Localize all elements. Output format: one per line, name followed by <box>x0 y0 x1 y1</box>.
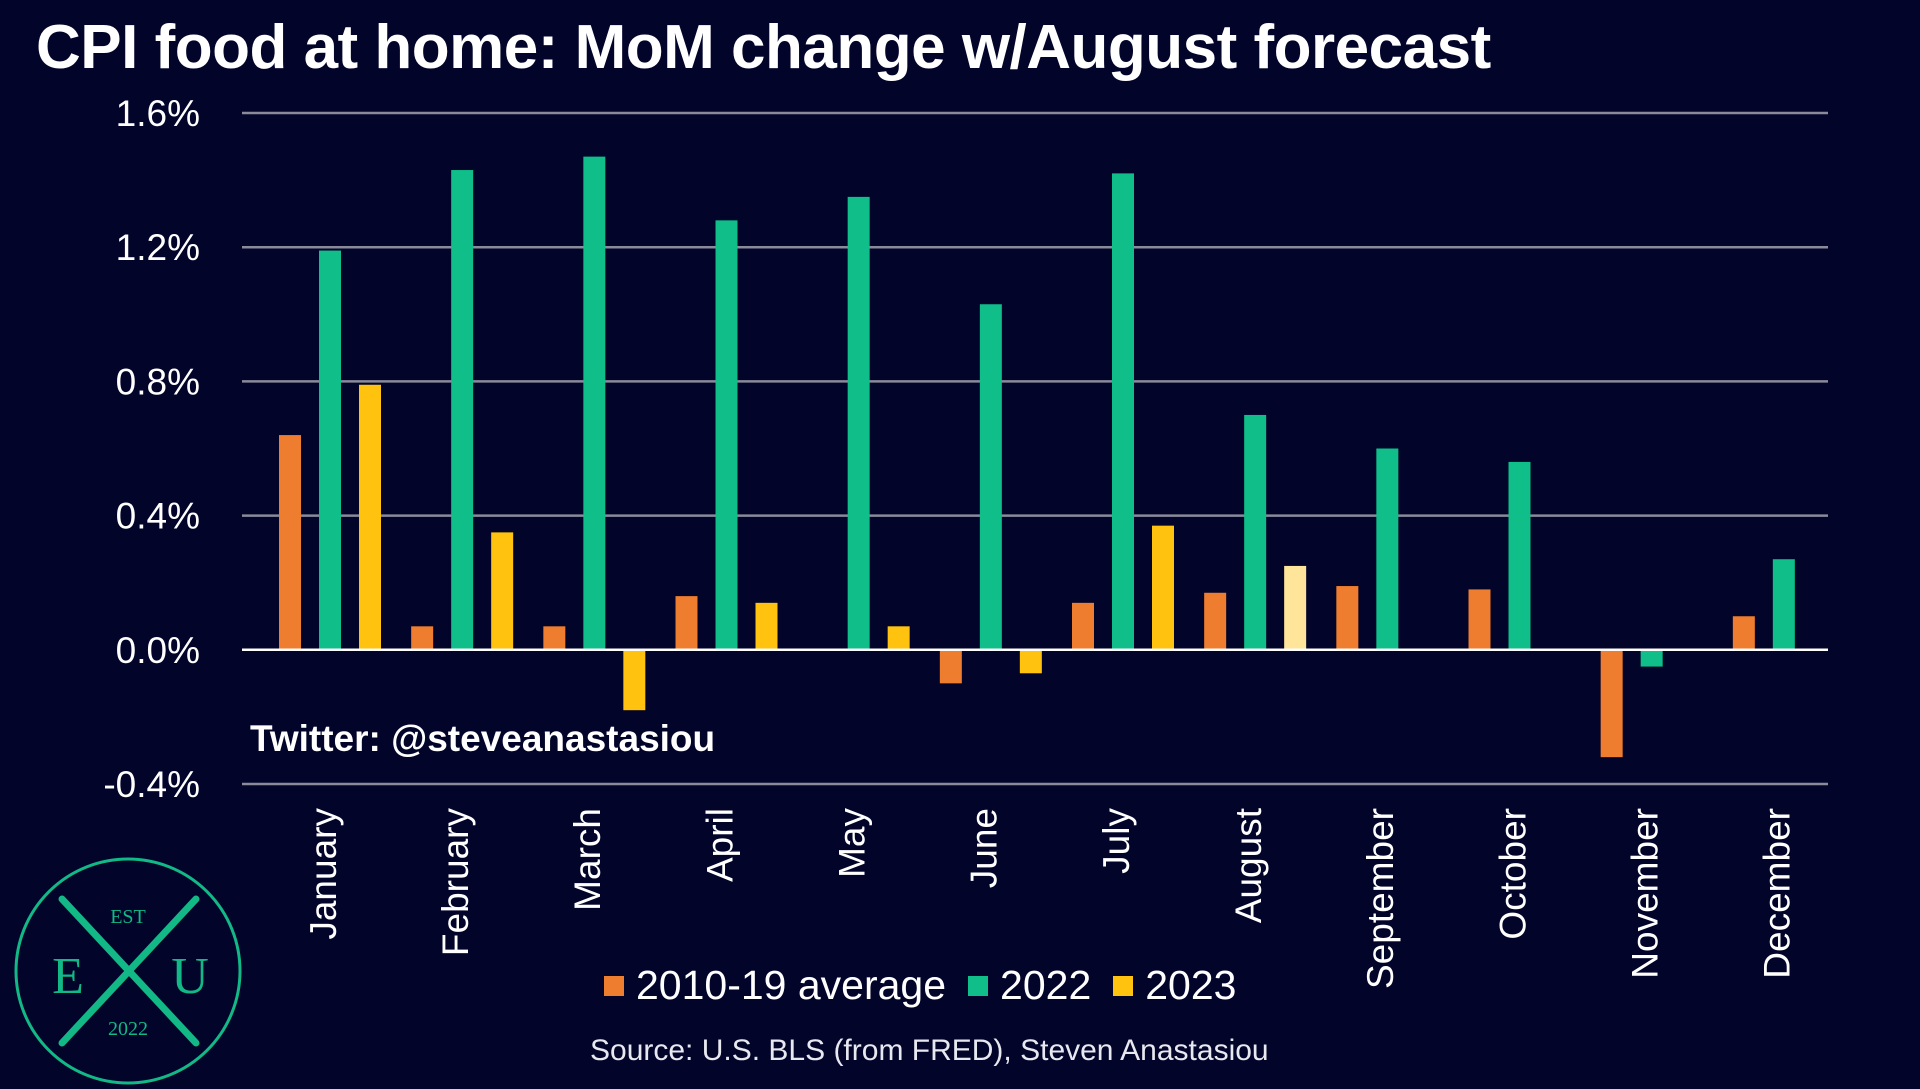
y-axis-ticks: 1.6% 1.2% 0.8% 0.4% 0.0% -0.4% <box>103 93 200 805</box>
twitter-watermark: Twitter: @steveanastasiou <box>250 718 716 759</box>
exu-logo: EST E U 2022 <box>14 857 242 1085</box>
y-tick-label: 1.6% <box>116 93 200 134</box>
bar-august-series-0 <box>1204 592 1227 650</box>
x-category-label: August <box>1228 807 1269 923</box>
source-note: Source: U.S. BLS (from FRED), Steven Ana… <box>590 1034 1269 1067</box>
bar-april-series-2 <box>755 602 778 650</box>
bar-march-series-2 <box>623 649 646 711</box>
bar-august-series-2 <box>1284 565 1307 650</box>
bar-april-series-0 <box>675 596 698 650</box>
bar-october-series-0 <box>1468 589 1491 650</box>
legend-item-2023: 2023 <box>1113 962 1236 1009</box>
y-tick-label: 0.8% <box>116 361 200 402</box>
x-category-label: March <box>567 808 608 911</box>
legend-label-2022: 2022 <box>1000 962 1092 1008</box>
legend-item-avg: 2010-19 average <box>604 962 946 1009</box>
x-category-label: September <box>1360 808 1401 989</box>
bar-january-series-2 <box>359 384 381 650</box>
logo-est-text: EST <box>110 906 146 928</box>
x-category-label: January <box>303 808 344 940</box>
grid-lines <box>242 111 1828 786</box>
x-category-label: December <box>1757 808 1798 979</box>
x-category-label: February <box>435 808 476 957</box>
x-axis-categories: January February March April May June July Augu… <box>303 807 1798 989</box>
bar-december-series-1 <box>1772 559 1795 650</box>
y-tick-label: 0.0% <box>116 630 200 671</box>
bar-march-series-0 <box>543 626 566 650</box>
bar-july-series-0 <box>1072 602 1094 650</box>
chart-title: CPI food at home: MoM change w/August fo… <box>36 13 1491 82</box>
bar-june-series-1 <box>979 304 1002 650</box>
bar-march-series-1 <box>583 156 606 650</box>
y-tick-label: -0.4% <box>103 764 200 805</box>
bar-august-series-1 <box>1244 414 1267 650</box>
bar-october-series-1 <box>1508 461 1531 650</box>
x-category-label: April <box>699 808 740 882</box>
bar-may-series-1 <box>847 196 870 650</box>
logo-u-letter: U <box>171 948 209 1005</box>
bar-february-series-2 <box>491 532 514 650</box>
legend-label-2023: 2023 <box>1145 962 1237 1008</box>
bar-july-series-2 <box>1152 525 1174 650</box>
bar-september-series-1 <box>1376 448 1399 650</box>
logo-e-letter: E <box>52 948 84 1005</box>
x-category-label: May <box>831 808 872 878</box>
legend-label-avg: 2010-19 average <box>636 962 947 1008</box>
bars <box>279 156 1795 758</box>
legend-swatch-2022 <box>968 975 989 996</box>
bar-january-series-0 <box>279 435 301 650</box>
bar-november-series-1 <box>1640 649 1663 667</box>
logo-year-text: 2022 <box>108 1018 148 1040</box>
y-tick-label: 1.2% <box>116 227 200 268</box>
legend: 2010-19 average 2022 2023 <box>604 962 1258 1009</box>
x-category-label: June <box>964 808 1005 888</box>
bar-january-series-1 <box>319 250 341 650</box>
legend-item-2022: 2022 <box>968 962 1091 1009</box>
x-category-label: November <box>1624 808 1665 979</box>
bar-november-series-0 <box>1600 649 1623 758</box>
bar-april-series-1 <box>715 220 738 650</box>
bar-may-series-2 <box>887 626 910 650</box>
x-category-label: October <box>1492 808 1533 940</box>
bar-september-series-0 <box>1336 586 1359 650</box>
x-category-label: July <box>1096 808 1137 874</box>
y-tick-label: 0.4% <box>116 496 200 537</box>
bar-july-series-1 <box>1112 173 1134 650</box>
bar-december-series-0 <box>1732 616 1755 650</box>
legend-swatch-2023 <box>1113 975 1134 996</box>
legend-swatch-avg <box>604 975 624 996</box>
bar-june-series-0 <box>939 649 962 684</box>
bar-february-series-0 <box>411 626 434 650</box>
bar-june-series-2 <box>1019 649 1042 674</box>
bar-february-series-1 <box>451 170 474 650</box>
